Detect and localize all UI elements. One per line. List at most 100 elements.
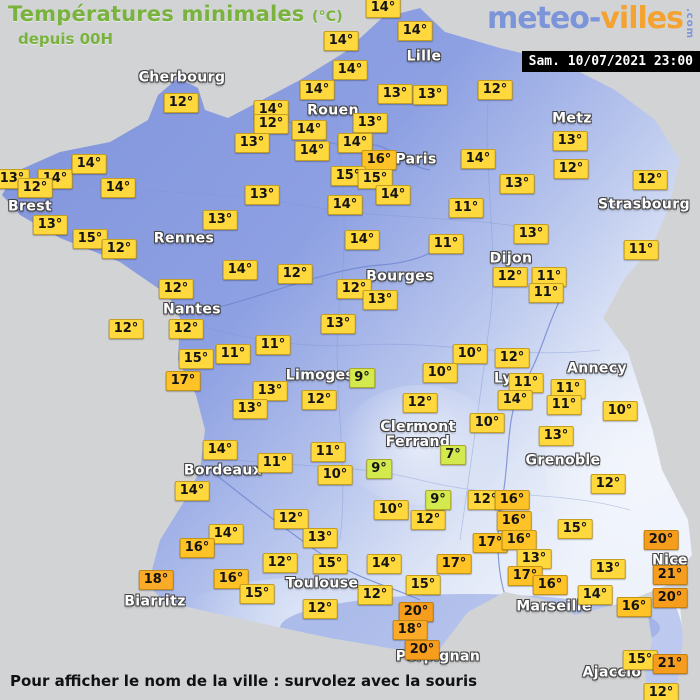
temp-badge[interactable]: 12° [302, 599, 338, 619]
temp-badge[interactable]: 11° [550, 379, 586, 399]
temp-badge[interactable]: 9° [349, 368, 375, 388]
temp-badge[interactable]: 10° [317, 465, 353, 485]
temp-badge[interactable]: 12° [553, 159, 589, 179]
temp-badge[interactable]: 16° [494, 490, 530, 510]
temp-badge[interactable]: 13° [362, 290, 398, 310]
temp-badge[interactable]: 11° [448, 198, 484, 218]
temp-badge[interactable]: 12° [101, 239, 137, 259]
temp-badge[interactable]: 17° [436, 554, 472, 574]
temp-badge[interactable]: 12° [273, 509, 309, 529]
temp-badge[interactable]: 9° [425, 490, 451, 510]
temp-badge[interactable]: 12° [410, 510, 446, 530]
temp-badge[interactable]: 10° [602, 401, 638, 421]
temp-badge[interactable]: 15° [239, 584, 275, 604]
temp-badge[interactable]: 15° [178, 349, 214, 369]
temp-badge[interactable]: 14° [202, 440, 238, 460]
temp-badge[interactable]: 14° [222, 260, 258, 280]
temp-badge[interactable]: 13° [552, 131, 588, 151]
temp-badge[interactable]: 12° [108, 319, 144, 339]
temp-badge[interactable]: 12° [357, 585, 393, 605]
temp-badge[interactable]: 14° [327, 195, 363, 215]
temp-badge[interactable]: 14° [365, 0, 401, 18]
temp-badge[interactable]: 12° [168, 319, 204, 339]
temp-badge[interactable]: 15° [357, 169, 393, 189]
temp-badge[interactable]: 13° [252, 381, 288, 401]
temp-badge[interactable]: 21° [652, 565, 688, 585]
temp-badge[interactable]: 14° [174, 481, 210, 501]
temp-badge[interactable]: 13° [377, 84, 413, 104]
temp-badge[interactable]: 14° [577, 585, 613, 605]
temp-badge[interactable]: 16° [532, 575, 568, 595]
temp-badge[interactable]: 13° [234, 133, 270, 153]
temp-badge[interactable]: 12° [163, 93, 199, 113]
temp-badge[interactable]: 10° [422, 363, 458, 383]
temp-badge[interactable]: 11° [255, 335, 291, 355]
temp-badge[interactable]: 11° [623, 240, 659, 260]
temp-badge[interactable]: 15° [312, 554, 348, 574]
temp-badge[interactable]: 14° [294, 141, 330, 161]
temp-badge[interactable]: 16° [179, 538, 215, 558]
temp-badge[interactable]: 17° [165, 371, 201, 391]
temp-badge[interactable]: 11° [546, 395, 582, 415]
temp-badge[interactable]: 12° [158, 279, 194, 299]
temp-badge[interactable]: 13° [590, 559, 626, 579]
temp-badge[interactable]: 15° [405, 575, 441, 595]
temp-badge[interactable]: 13° [352, 113, 388, 133]
temp-badge[interactable]: 13° [538, 426, 574, 446]
temp-badge[interactable]: 10° [469, 413, 505, 433]
temp-badge[interactable]: 14° [332, 60, 368, 80]
temp-badge[interactable]: 12° [402, 393, 438, 413]
temp-badge[interactable]: 13° [320, 314, 356, 334]
temp-badge[interactable]: 17° [472, 533, 508, 553]
temp-badge[interactable]: 13° [513, 224, 549, 244]
temp-badge[interactable]: 13° [302, 528, 338, 548]
temp-badge[interactable]: 13° [202, 210, 238, 230]
temp-badge[interactable]: 12° [17, 178, 53, 198]
temp-badge[interactable]: 14° [460, 149, 496, 169]
temp-badge[interactable]: 15° [622, 650, 658, 670]
temp-badge[interactable]: 14° [100, 178, 136, 198]
temp-badge[interactable]: 14° [291, 120, 327, 140]
meteo-villes-logo[interactable]: meteo- villes .com [487, 2, 695, 40]
temp-badge[interactable]: 14° [366, 554, 402, 574]
temp-badge[interactable]: 13° [32, 215, 68, 235]
temp-badge[interactable]: 12° [590, 474, 626, 494]
temp-badge[interactable]: 12° [492, 267, 528, 287]
temp-badge[interactable]: 10° [452, 344, 488, 364]
temp-badge[interactable]: 16° [361, 150, 397, 170]
temp-badge[interactable]: 11° [531, 267, 567, 287]
temp-badge[interactable]: 18° [392, 620, 428, 640]
temp-badge[interactable]: 14° [337, 133, 373, 153]
temp-badge[interactable]: 11° [310, 442, 346, 462]
temp-badge[interactable]: 13° [499, 174, 535, 194]
temp-badge[interactable]: 14° [323, 31, 359, 51]
temp-badge[interactable]: 20° [643, 530, 679, 550]
temp-badge[interactable]: 13° [516, 549, 552, 569]
temp-badge[interactable]: 13° [412, 85, 448, 105]
temp-badge[interactable]: 13° [244, 185, 280, 205]
temp-badge[interactable]: 14° [497, 390, 533, 410]
temp-badge[interactable]: 11° [428, 234, 464, 254]
temp-badge[interactable]: 14° [344, 230, 380, 250]
temp-badge[interactable]: 13° [232, 399, 268, 419]
temp-badge[interactable]: 15° [72, 229, 108, 249]
temp-badge[interactable]: 12° [494, 348, 530, 368]
temp-badge[interactable]: 14° [71, 154, 107, 174]
temp-badge[interactable]: 21° [652, 654, 688, 674]
temp-badge[interactable]: 14° [375, 185, 411, 205]
temp-badge[interactable]: 9° [366, 459, 392, 479]
temp-badge[interactable]: 10° [373, 500, 409, 520]
temp-badge[interactable]: 12° [632, 170, 668, 190]
temp-badge[interactable]: 12° [301, 390, 337, 410]
temp-badge[interactable]: 20° [652, 588, 688, 608]
temp-badge[interactable]: 14° [397, 21, 433, 41]
temp-badge[interactable]: 12° [643, 683, 679, 700]
temp-badge[interactable]: 7° [440, 445, 466, 465]
temp-badge[interactable]: 11° [528, 283, 564, 303]
temp-badge[interactable]: 16° [496, 511, 532, 531]
temp-badge[interactable]: 18° [138, 570, 174, 590]
temp-badge[interactable]: 11° [257, 453, 293, 473]
temp-badge[interactable]: 16° [501, 530, 537, 550]
temp-badge[interactable]: 12° [262, 553, 298, 573]
temp-badge[interactable]: 16° [616, 597, 652, 617]
